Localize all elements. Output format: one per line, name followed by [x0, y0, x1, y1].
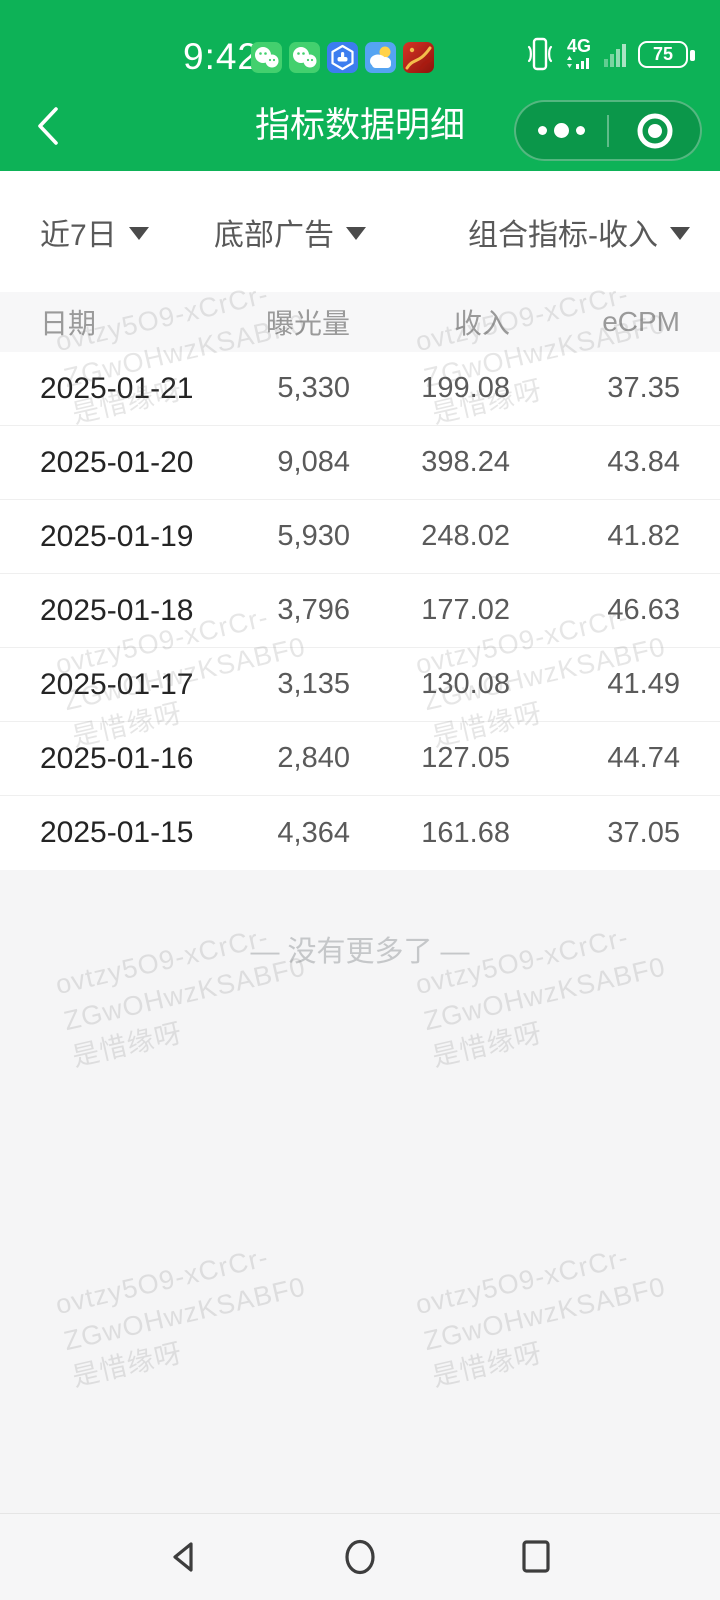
row-value: 161.68 [421, 816, 510, 849]
filter-bar: 近7日 底部广告 组合指标-收入 [0, 171, 720, 292]
android-nav-bar [0, 1513, 720, 1600]
ad-slot-dropdown[interactable]: 底部广告 [214, 171, 366, 292]
page-title: 指标数据明细 [254, 106, 466, 145]
no-more-text: — 没有更多了 — [250, 936, 470, 968]
status-bar: 9:42 [0, 0, 720, 84]
chevron-down-icon [670, 227, 690, 240]
chevron-left-icon [38, 107, 58, 145]
row-date: 2025-01-17 [40, 667, 194, 701]
row-value: 9,084 [277, 446, 350, 478]
table-row: 2025-01-15 4,364 161.68 37.05 [0, 796, 720, 870]
table-row: 2025-01-20 9,084 398.24 43.84 [0, 426, 720, 500]
date-range-label: 近7日 [40, 218, 117, 252]
row-date: 2025-01-15 [40, 816, 194, 849]
row-date: 2025-01-18 [40, 593, 194, 627]
notification-icons [251, 42, 434, 73]
table-row: 2025-01-16 2,840 127.05 44.74 [0, 722, 720, 796]
app-header: 9:42 [0, 0, 720, 171]
row-value: 130.08 [421, 668, 510, 700]
row-value: 2,840 [277, 742, 350, 774]
row-date: 2025-01-21 [40, 371, 194, 405]
wechat-icon [289, 42, 320, 73]
row-value: 5,930 [277, 520, 350, 552]
chevron-down-icon [128, 227, 149, 240]
table-row: 2025-01-21 5,330 199.08 37.35 [0, 352, 720, 426]
network-indicator: 4G [564, 37, 594, 69]
metrics-table: 日期 曝光量 收入 eCPM 2025-01-21 5,330 199.08 37.3… [0, 292, 720, 870]
vibrate-icon [527, 37, 553, 71]
network-type-label: 4G [566, 36, 591, 56]
ellipsis-icon [538, 123, 585, 138]
column-header-date: 日期 [40, 308, 97, 339]
row-value: 44.74 [607, 742, 680, 774]
exit-button[interactable] [609, 102, 700, 159]
red-packet-icon [403, 42, 434, 73]
back-button[interactable] [18, 96, 78, 156]
weather-icon [365, 42, 396, 73]
recents-square-icon [522, 1540, 550, 1573]
column-header-revenue: 收入 [453, 308, 510, 339]
row-date: 2025-01-20 [40, 445, 194, 479]
status-right-cluster: 4G 75 [525, 37, 695, 71]
nav-bar: 指标数据明细 [0, 84, 720, 171]
android-back-button[interactable] [154, 1527, 214, 1587]
row-value: 248.02 [421, 520, 510, 552]
wifi-bars-icon [604, 44, 626, 67]
metric-dropdown[interactable]: 组合指标-收入 [468, 171, 690, 292]
row-value: 127.05 [421, 742, 510, 774]
back-triangle-icon [173, 1542, 193, 1572]
more-button[interactable] [516, 102, 607, 159]
capsule-divider [607, 114, 609, 147]
table-row: 2025-01-18 3,796 177.02 46.63 [0, 574, 720, 648]
table-header: 日期 曝光量 收入 eCPM [0, 292, 720, 352]
metric-label: 组合指标-收入 [468, 218, 658, 252]
ad-slot-label: 底部广告 [214, 218, 334, 252]
chevron-down-icon [346, 227, 366, 240]
row-value: 41.49 [607, 668, 680, 700]
table-row: 2025-01-17 3,135 130.08 41.49 [0, 648, 720, 722]
android-recents-button[interactable] [506, 1527, 566, 1587]
battery-percent: 75 [652, 43, 674, 64]
column-header-ecpm: eCPM [602, 306, 680, 337]
row-value: 3,135 [277, 668, 350, 700]
miniprogram-assistant-icon [327, 42, 358, 73]
row-value: 43.84 [607, 446, 680, 478]
row-value: 4,364 [277, 816, 350, 849]
row-value: 41.82 [607, 520, 680, 552]
date-range-dropdown[interactable]: 近7日 [40, 171, 149, 292]
android-home-button[interactable] [330, 1527, 390, 1587]
wechat-icon [251, 42, 282, 73]
row-value: 398.24 [421, 446, 510, 478]
row-value: 3,796 [277, 594, 350, 626]
row-date: 2025-01-19 [40, 519, 194, 553]
target-circle-icon [637, 113, 672, 148]
table-body: 2025-01-21 5,330 199.08 37.35 2025-01-20 9,08… [0, 352, 720, 870]
row-value: 37.05 [607, 816, 680, 849]
column-header-impressions: 曝光量 [265, 308, 350, 339]
table-row: 2025-01-19 5,930 248.02 41.82 [0, 500, 720, 574]
row-date: 2025-01-16 [40, 741, 194, 775]
signal-bars-icon [567, 56, 589, 69]
row-value: 177.02 [421, 594, 510, 626]
clock: 9:42 [183, 36, 260, 77]
miniprogram-capsule [514, 100, 702, 161]
row-value: 5,330 [277, 372, 350, 404]
battery-icon: 75 [638, 40, 695, 68]
row-value: 46.63 [607, 594, 680, 626]
home-circle-icon [345, 1539, 375, 1575]
row-value: 37.35 [607, 372, 680, 404]
row-value: 199.08 [421, 372, 510, 404]
